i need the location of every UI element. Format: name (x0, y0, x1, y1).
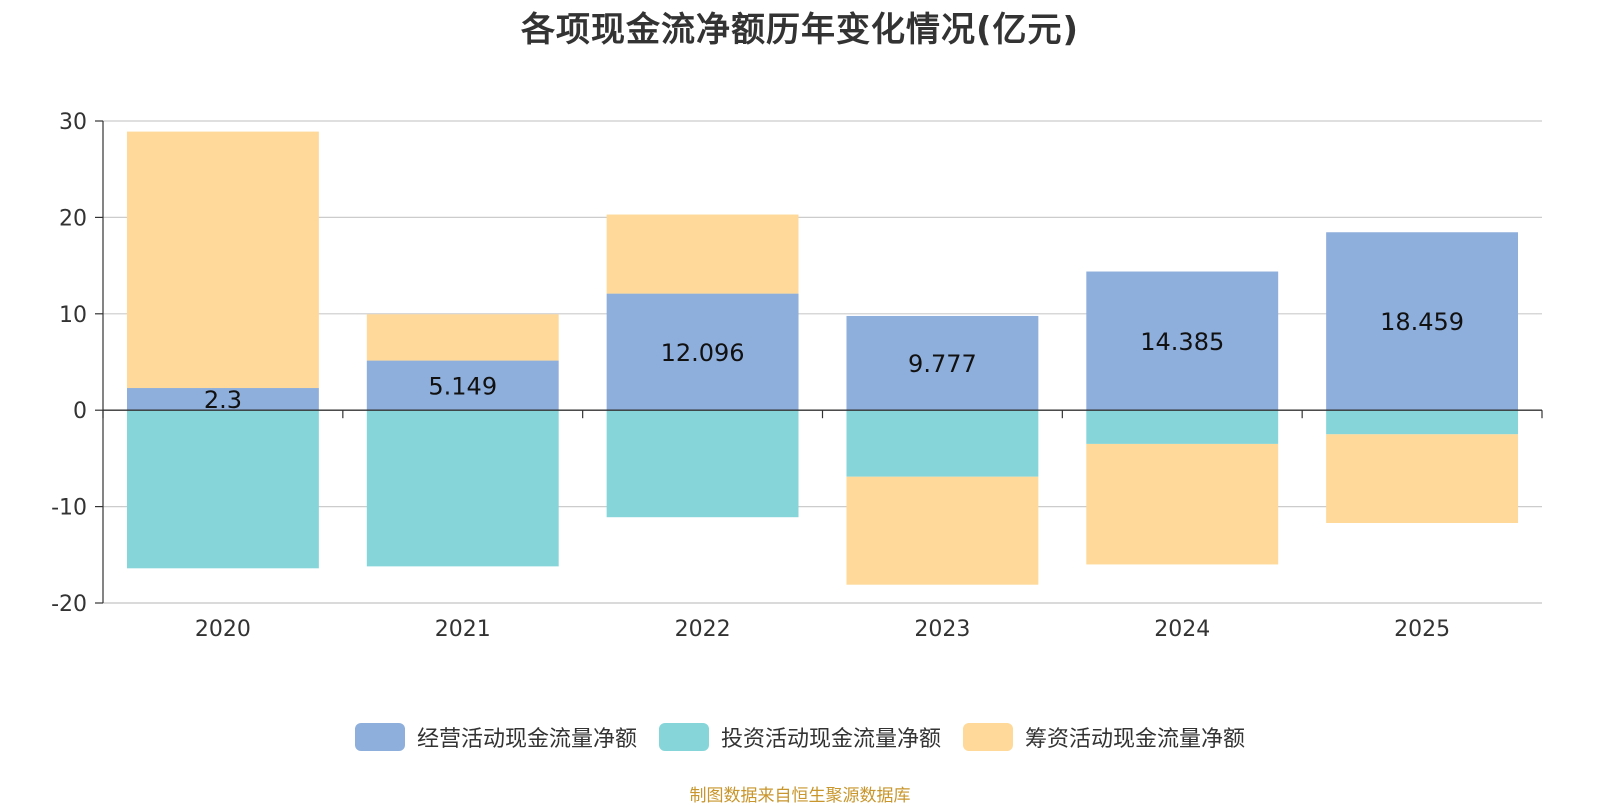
bar-layer (126, 131, 1519, 585)
legend-item-operating[interactable]: 经营活动现金流量净额 (354, 721, 637, 753)
bar-investing-2020 (126, 410, 319, 569)
x-tick-label-2021: 2021 (435, 617, 491, 642)
legend-item-investing[interactable]: 投资活动现金流量净额 (658, 721, 941, 753)
bar-financing-2024 (1086, 443, 1279, 565)
chart-title: 各项现金流净额历年变化情况(亿元) (520, 10, 1080, 50)
y-tick-label: -20 (51, 592, 87, 617)
bar-investing-2022 (606, 410, 799, 518)
legend: 经营活动现金流量净额 投资活动现金流量净额 筹资活动现金流量净额 (0, 721, 1600, 753)
y-tick-label: 20 (59, 206, 87, 231)
y-tick-label: -10 (51, 496, 87, 521)
x-tick-label-2020: 2020 (195, 617, 251, 642)
legend-swatch-investing (658, 723, 709, 751)
legend-label-operating: 经营活动现金流量净额 (416, 727, 637, 752)
bar-investing-2023 (846, 410, 1039, 477)
bar-operating-2024 (1086, 271, 1279, 411)
data-label-2022: 12.096 (661, 339, 745, 367)
data-label-2025: 18.459 (1380, 308, 1464, 336)
legend-label-financing: 筹资活动现金流量净额 (1025, 727, 1246, 752)
bar-investing-2021 (366, 410, 559, 567)
x-tick-label-2024: 2024 (1154, 617, 1210, 642)
grid-layer (103, 120, 1542, 604)
data-label-2021: 5.149 (428, 372, 497, 400)
bar-financing-2022 (606, 214, 799, 294)
bar-financing-2021 (366, 314, 559, 361)
bar-operating-2025 (1326, 232, 1519, 411)
y-tick-label: 30 (59, 110, 87, 135)
bar-operating-2020 (126, 388, 319, 411)
bar-financing-2023 (846, 476, 1039, 585)
y-tick-label: 0 (73, 399, 87, 424)
legend-swatch-financing (963, 723, 1013, 751)
bar-investing-2025 (1326, 410, 1519, 435)
data-label-2020: 2.3 (204, 386, 242, 414)
legend-label-investing: 投资活动现金流量净额 (720, 727, 941, 752)
x-tick-label-2025: 2025 (1394, 617, 1450, 642)
label-layer: 2.3 5.149 12.096 9.777 14.385 18.459 (204, 308, 1464, 414)
x-tick-label-2023: 2023 (914, 617, 970, 642)
bar-operating-2022 (606, 293, 799, 411)
bar-operating-2023 (846, 315, 1039, 411)
legend-swatch-operating (354, 723, 405, 751)
bar-financing-2025 (1326, 434, 1519, 523)
data-label-2024: 14.385 (1140, 328, 1224, 356)
bar-operating-2021 (366, 360, 559, 411)
x-tick-label-2022: 2022 (675, 617, 731, 642)
axis-layer: 30 20 10 0 -10 -20 2020 2021 2022 2023 2024 2025 (51, 110, 1543, 642)
bar-investing-2024 (1086, 410, 1279, 444)
data-label-2023: 9.777 (908, 350, 977, 378)
legend-item-financing[interactable]: 筹资活动现金流量净额 (963, 721, 1245, 753)
y-tick-label: 10 (59, 303, 87, 328)
data-source-note: 制图数据来自恒生聚源数据库 (689, 786, 911, 806)
bar-financing-2020 (126, 131, 319, 389)
